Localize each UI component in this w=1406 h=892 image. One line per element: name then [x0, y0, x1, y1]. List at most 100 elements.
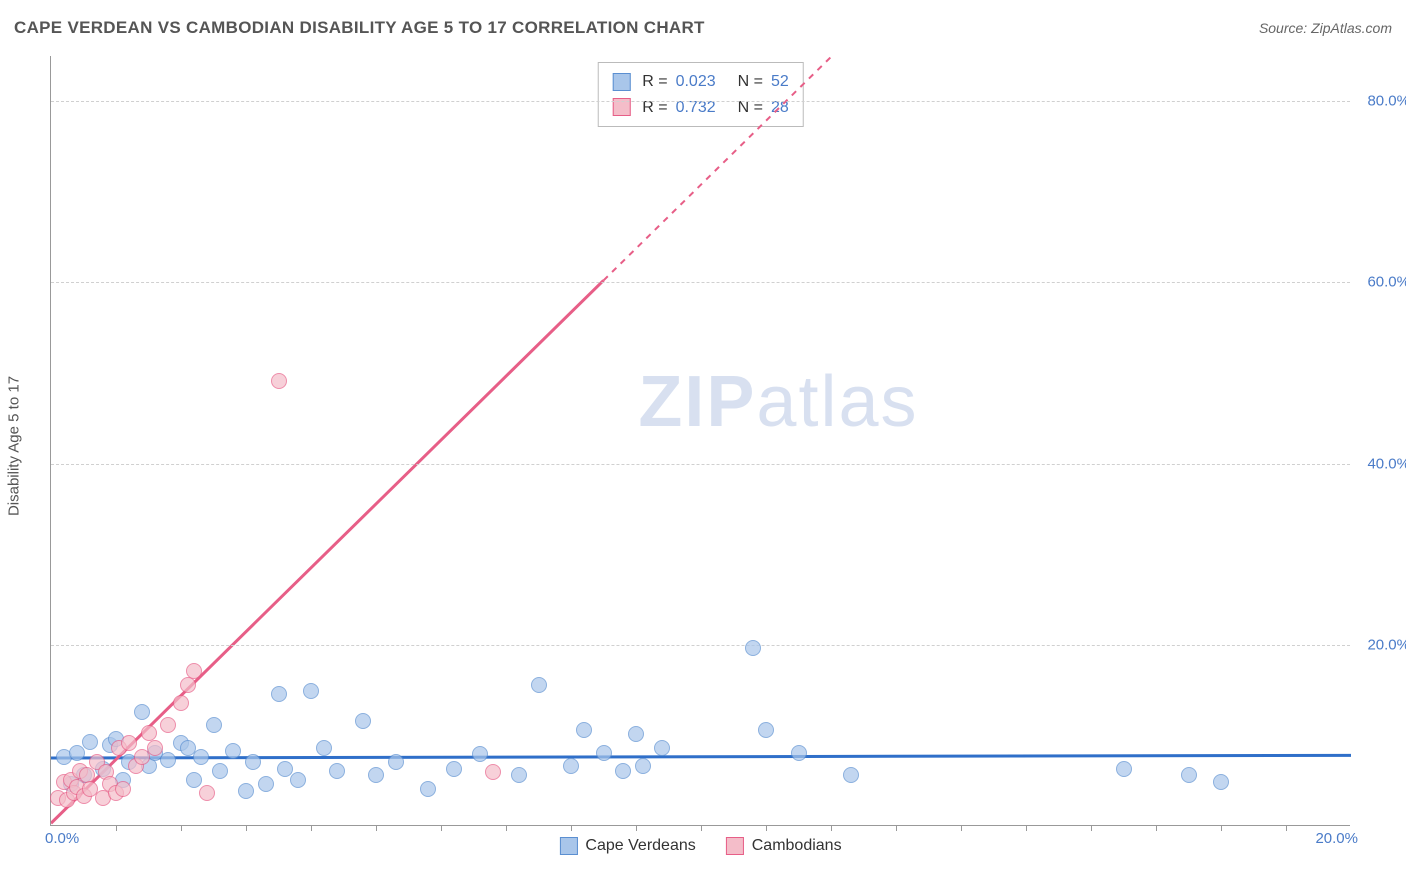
legend-correlation: R = 0.023 N = 52 R = 0.732 N = 28	[597, 62, 804, 127]
swatch-icon	[726, 837, 744, 855]
trendlines-svg	[51, 56, 1351, 826]
data-point	[245, 754, 261, 770]
data-point	[1213, 774, 1229, 790]
x-tick	[181, 825, 182, 831]
data-point	[206, 717, 222, 733]
y-tick-label: 40.0%	[1355, 455, 1406, 472]
y-tick-label: 20.0%	[1355, 636, 1406, 653]
data-point	[173, 695, 189, 711]
x-tick	[766, 825, 767, 831]
data-point	[121, 735, 137, 751]
data-point	[193, 749, 209, 765]
data-point	[186, 663, 202, 679]
x-tick	[896, 825, 897, 831]
x-tick	[571, 825, 572, 831]
data-point	[511, 767, 527, 783]
gridline	[51, 464, 1350, 465]
watermark-zip: ZIP	[638, 362, 756, 442]
legend-label: Cambodians	[752, 837, 842, 855]
r-value: 0.732	[676, 95, 716, 121]
x-tick	[311, 825, 312, 831]
y-axis-label: Disability Age 5 to 17	[6, 376, 23, 516]
gridline	[51, 101, 1350, 102]
data-point	[368, 767, 384, 783]
data-point	[1116, 761, 1132, 777]
data-point	[758, 722, 774, 738]
data-point	[635, 758, 651, 774]
x-tick	[1286, 825, 1287, 831]
swatch-icon	[559, 837, 577, 855]
watermark-atlas: atlas	[756, 362, 918, 442]
data-point	[212, 763, 228, 779]
x-tick	[376, 825, 377, 831]
r-label: R =	[642, 95, 667, 121]
data-point	[225, 743, 241, 759]
data-point	[199, 785, 215, 801]
data-point	[329, 763, 345, 779]
legend-row: R = 0.732 N = 28	[612, 95, 789, 121]
data-point	[258, 776, 274, 792]
x-tick	[506, 825, 507, 831]
data-point	[628, 726, 644, 742]
y-tick-label: 60.0%	[1355, 274, 1406, 291]
data-point	[531, 677, 547, 693]
data-point	[290, 772, 306, 788]
data-point	[147, 740, 163, 756]
gridline	[51, 282, 1350, 283]
x-tick	[1026, 825, 1027, 831]
gridline	[51, 645, 1350, 646]
data-point	[472, 746, 488, 762]
data-point	[420, 781, 436, 797]
data-point	[82, 734, 98, 750]
data-point	[238, 783, 254, 799]
x-tick	[701, 825, 702, 831]
data-point	[654, 740, 670, 756]
data-point	[745, 640, 761, 656]
data-point	[115, 781, 131, 797]
source-attribution: Source: ZipAtlas.com	[1259, 20, 1392, 36]
data-point	[134, 704, 150, 720]
x-tick	[1156, 825, 1157, 831]
data-point	[563, 758, 579, 774]
data-point	[615, 763, 631, 779]
data-point	[271, 373, 287, 389]
legend-item: Cambodians	[726, 837, 842, 855]
n-label: N =	[738, 69, 763, 95]
legend-series: Cape Verdeans Cambodians	[559, 837, 841, 855]
data-point	[303, 683, 319, 699]
x-tick	[441, 825, 442, 831]
n-value: 28	[771, 95, 789, 121]
x-tick	[1091, 825, 1092, 831]
data-point	[485, 764, 501, 780]
r-label: R =	[642, 69, 667, 95]
x-tick	[831, 825, 832, 831]
x-tick	[1221, 825, 1222, 831]
data-point	[69, 745, 85, 761]
x-tick	[961, 825, 962, 831]
data-point	[160, 717, 176, 733]
data-point	[1181, 767, 1197, 783]
legend-item: Cape Verdeans	[559, 837, 695, 855]
n-label: N =	[738, 95, 763, 121]
data-point	[388, 754, 404, 770]
chart-title: CAPE VERDEAN VS CAMBODIAN DISABILITY AGE…	[14, 18, 705, 38]
x-tick	[116, 825, 117, 831]
data-point	[791, 745, 807, 761]
x-tick	[636, 825, 637, 831]
legend-row: R = 0.023 N = 52	[612, 69, 789, 95]
watermark: ZIPatlas	[638, 361, 918, 443]
data-point	[446, 761, 462, 777]
data-point	[141, 725, 157, 741]
data-point	[316, 740, 332, 756]
n-value: 52	[771, 69, 789, 95]
x-origin-label: 0.0%	[45, 830, 79, 847]
scatter-plot: ZIPatlas R = 0.023 N = 52 R = 0.732 N = …	[50, 56, 1350, 826]
data-point	[576, 722, 592, 738]
swatch-icon	[612, 73, 630, 91]
data-point	[186, 772, 202, 788]
x-tick	[246, 825, 247, 831]
r-value: 0.023	[676, 69, 716, 95]
data-point	[355, 713, 371, 729]
x-max-label: 20.0%	[1315, 830, 1358, 847]
data-point	[596, 745, 612, 761]
